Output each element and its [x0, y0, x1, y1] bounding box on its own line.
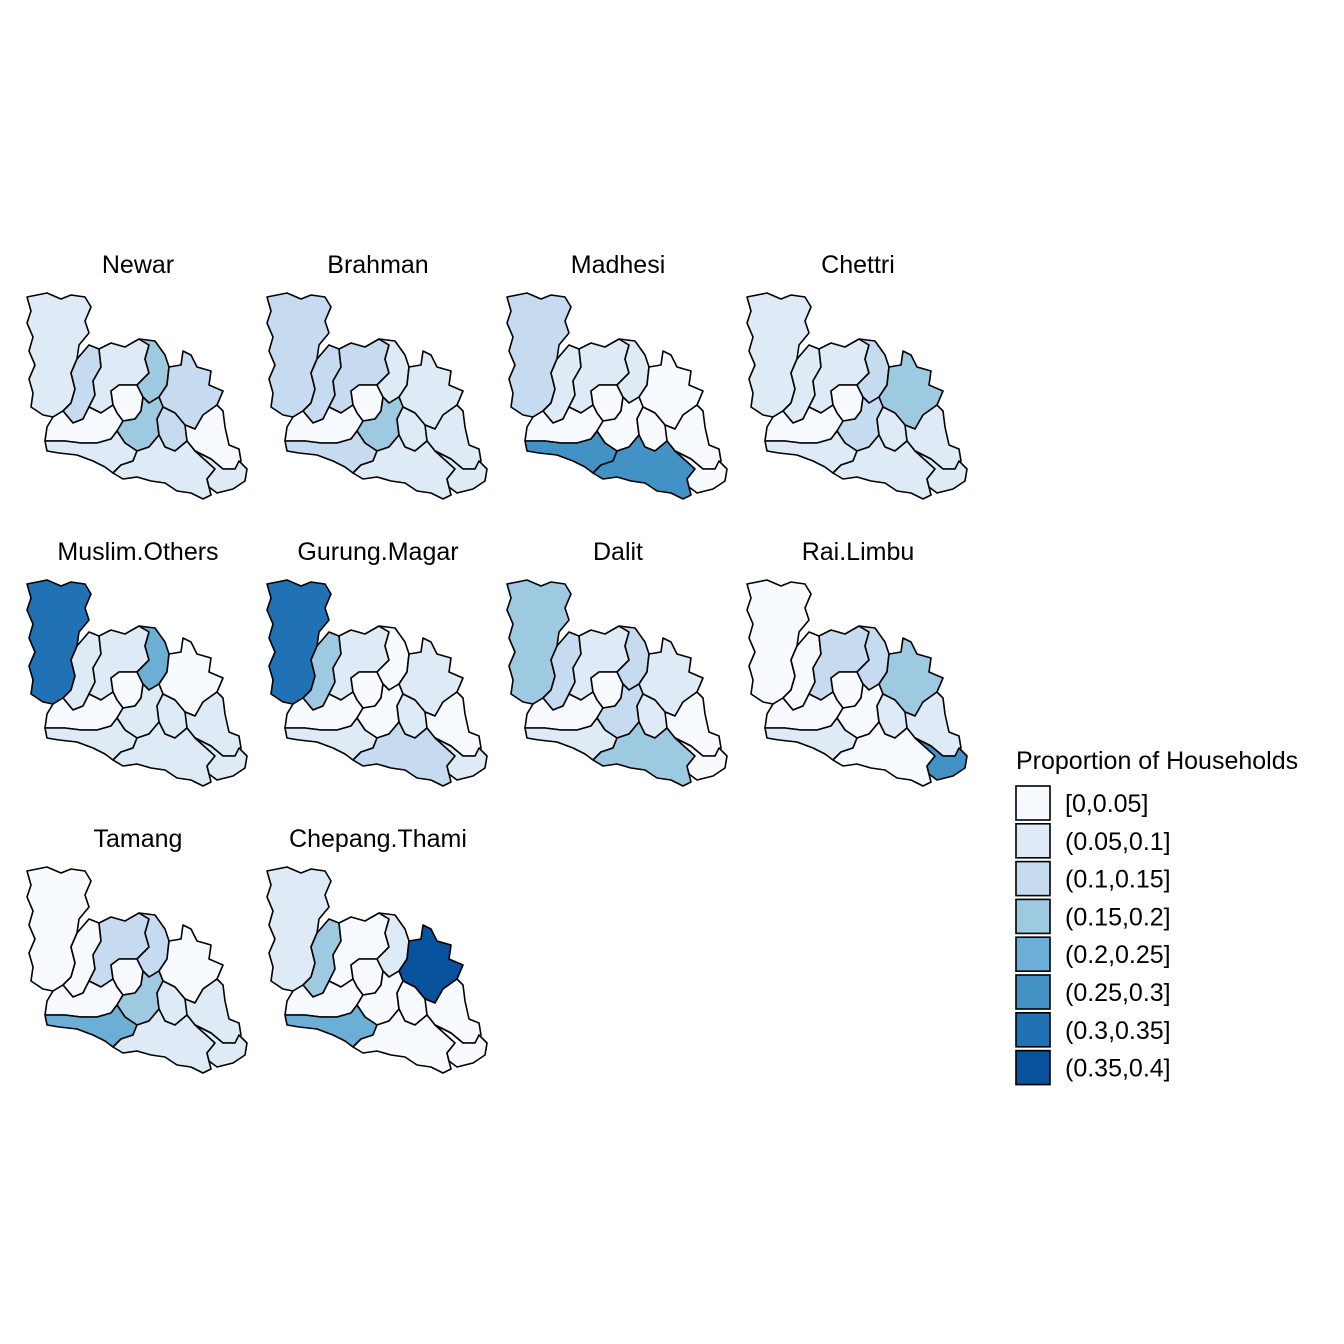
facet-panel: Dalit — [506, 538, 728, 787]
facet-panel: Tamang — [26, 825, 248, 1074]
panel-title: Muslim.Others — [57, 538, 218, 566]
region-polygon — [434, 737, 488, 781]
region-map — [266, 579, 488, 787]
panel-title: Tamang — [94, 825, 183, 853]
legend-label: (0.25,0.3] — [1065, 979, 1171, 1007]
legend-label: (0.3,0.35] — [1065, 1017, 1171, 1045]
legend-title: Proportion of Households — [1016, 747, 1298, 775]
region-map — [266, 866, 488, 1074]
region-map — [26, 866, 248, 1074]
panel-title: Newar — [102, 251, 174, 279]
facet-panel: Newar — [26, 251, 248, 500]
region-map — [506, 579, 728, 787]
region-polygon — [914, 450, 968, 494]
panel-title: Gurung.Magar — [297, 538, 458, 566]
panel-title: Chepang.Thami — [289, 825, 467, 853]
panel-title: Madhesi — [571, 251, 666, 279]
legend-swatch — [1015, 898, 1051, 935]
region-polygon — [434, 450, 488, 494]
legend-label: (0.1,0.15] — [1065, 866, 1171, 894]
legend-swatch — [1015, 785, 1051, 821]
region-map — [26, 579, 248, 787]
region-polygon — [194, 450, 248, 494]
region-polygon — [434, 1024, 488, 1068]
legend-label: (0.05,0.1] — [1065, 828, 1171, 856]
region-map — [746, 292, 968, 500]
legend-swatch — [1015, 860, 1051, 897]
region-map — [746, 579, 968, 787]
legend-swatch — [1015, 822, 1051, 859]
region-polygon — [194, 1024, 248, 1068]
facet-panel: Madhesi — [506, 251, 728, 500]
region-polygon — [674, 737, 728, 781]
facet-panels: Newar Brahman Madhesi Chettri Muslim.Others G… — [26, 251, 968, 1074]
facet-panel: Chettri — [746, 251, 968, 500]
region-map — [506, 292, 728, 500]
panel-title: Rai.Limbu — [802, 538, 915, 566]
region-polygon — [674, 450, 728, 494]
legend-label: (0.2,0.25] — [1065, 941, 1171, 969]
facet-panel: Gurung.Magar — [266, 538, 488, 787]
legend-label: (0.15,0.2] — [1065, 903, 1171, 931]
facet-panel: Brahman — [266, 251, 488, 500]
facet-panel: Rai.Limbu — [746, 538, 968, 787]
facet-panel: Chepang.Thami — [266, 825, 488, 1074]
legend: Proportion of Households [0,0.05] (0.05,0… — [1015, 747, 1298, 1086]
region-map — [26, 292, 248, 500]
region-map — [266, 292, 488, 500]
legend-swatch — [1015, 1011, 1051, 1048]
legend-swatch — [1015, 936, 1051, 973]
panel-title: Chettri — [821, 251, 895, 279]
region-polygon — [914, 737, 968, 781]
panel-title: Dalit — [593, 538, 643, 566]
legend-label: [0,0.05] — [1065, 790, 1148, 818]
legend-keys: [0,0.05] (0.05,0.1] (0.1,0.15] (0.15,0.2] (0… — [1015, 785, 1171, 1086]
facet-panel: Muslim.Others — [26, 538, 248, 787]
region-polygon — [194, 737, 248, 781]
legend-label: (0.35,0.4] — [1065, 1055, 1171, 1083]
legend-swatch — [1015, 974, 1051, 1010]
legend-swatch — [1015, 1049, 1051, 1086]
panel-title: Brahman — [327, 251, 428, 279]
